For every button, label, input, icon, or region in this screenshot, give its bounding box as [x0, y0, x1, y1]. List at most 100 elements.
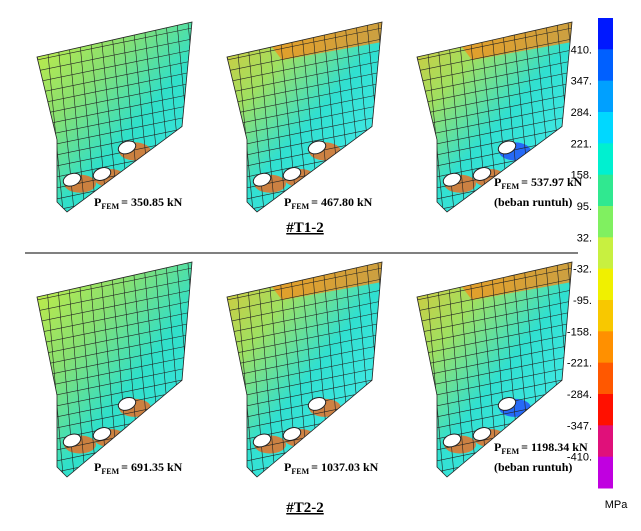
mesh-outline — [416, 261, 573, 478]
load-note: (beban runtuh) — [494, 195, 572, 209]
bolt-hole — [472, 167, 492, 181]
colorbar-label: -347. — [567, 420, 592, 432]
load-value: = 1198.34 kN — [521, 440, 588, 454]
load-subscript: FEM — [291, 467, 309, 476]
colorbar-segment — [598, 18, 613, 50]
load-note: (beban runtuh) — [494, 460, 572, 474]
bolt-hole — [117, 396, 137, 411]
colorbar-label: -284. — [567, 389, 592, 401]
mesh-line — [227, 49, 382, 86]
mesh-line — [37, 278, 192, 315]
load-subscript: FEM — [101, 467, 119, 476]
mesh-line — [37, 262, 43, 477]
stress-top — [272, 262, 382, 300]
load-symbol: P — [494, 440, 501, 454]
mesh-line — [37, 38, 192, 75]
mesh-line — [417, 311, 572, 348]
colorbar-segment — [598, 174, 613, 207]
mesh-outline — [226, 261, 383, 478]
mesh-line — [37, 267, 192, 304]
stress-top — [462, 22, 572, 60]
colorbar-segment — [598, 394, 613, 426]
fem-mesh — [37, 12, 218, 222]
colorbar-label: 158. — [571, 170, 592, 182]
mesh-line — [417, 289, 572, 326]
bolt-hole — [62, 433, 82, 448]
load-symbol: P — [94, 195, 101, 209]
mesh-line — [227, 38, 382, 75]
mesh-line — [417, 300, 572, 337]
bolt-hole — [497, 140, 517, 155]
mesh-line — [227, 311, 382, 348]
bolt-hole — [92, 427, 112, 441]
colorbar-segment — [598, 80, 613, 113]
load-label: PFEM = 691.35 kN — [94, 460, 183, 476]
mesh-line — [37, 322, 192, 359]
bolt-hole — [442, 172, 462, 187]
colorbar-segment — [598, 268, 613, 301]
mesh-line — [227, 322, 382, 359]
bolt-hole — [307, 396, 327, 411]
colorbar-segment — [598, 300, 613, 332]
group-title: #T1-2 — [286, 220, 324, 236]
mesh-line — [227, 22, 233, 212]
load-symbol: P — [94, 460, 101, 474]
stress-top — [462, 262, 572, 300]
mesh-line — [417, 71, 572, 108]
mesh-line — [37, 300, 192, 337]
mesh-line — [417, 60, 572, 97]
mesh-outline — [226, 21, 383, 213]
colorbar-segment — [598, 49, 613, 82]
bolt-hole — [62, 172, 82, 187]
mesh-line — [227, 267, 382, 304]
colorbar-label: -95. — [573, 295, 592, 307]
load-label: PFEM = 350.85 kN — [94, 195, 183, 211]
group-title: #T2-2 — [286, 500, 324, 516]
load-symbol: P — [284, 195, 291, 209]
mesh-line — [417, 27, 572, 64]
mesh-line — [417, 38, 572, 75]
mesh-line — [37, 289, 192, 326]
mesh-line — [227, 262, 233, 477]
colorbar-label: 284. — [571, 107, 592, 119]
mesh-line — [417, 322, 572, 359]
mesh-outline — [36, 261, 193, 478]
colorbar-label: -410. — [567, 452, 592, 464]
colorbar-segment — [598, 206, 613, 238]
mesh-line — [227, 278, 382, 315]
mesh-line — [227, 71, 382, 108]
mesh-line — [37, 49, 192, 86]
load-value: = 467.80 kN — [311, 195, 373, 209]
mesh-line — [417, 22, 434, 212]
load-symbol: P — [284, 460, 291, 474]
load-subscript: FEM — [291, 202, 309, 211]
load-label: PFEM = 1198.34 kN — [494, 440, 588, 456]
mesh-line — [388, 12, 408, 222]
mesh-line — [65, 262, 87, 477]
colorbar-unit: MPa — [605, 499, 629, 511]
mesh-line — [417, 262, 423, 477]
load-symbol: P — [494, 175, 501, 189]
mesh-line — [402, 215, 572, 250]
colorbar-label: 221. — [571, 138, 592, 150]
bolt-hole — [307, 140, 327, 155]
colorbar-segment — [598, 143, 613, 176]
mesh-line — [417, 278, 572, 315]
load-label: PFEM = 537.97 kN — [494, 175, 583, 191]
fem-mesh — [227, 262, 382, 477]
colorbar-segment — [598, 362, 613, 395]
load-label: PFEM = 467.80 kN — [284, 195, 373, 211]
mesh-line — [37, 22, 54, 212]
load-subscript: FEM — [501, 447, 519, 456]
mesh-line — [198, 252, 218, 487]
mesh-line — [37, 27, 192, 64]
mesh-line — [227, 300, 382, 337]
mesh-line — [198, 12, 218, 222]
colorbar-label: -158. — [567, 326, 592, 338]
mesh-line — [255, 262, 277, 477]
fem-mesh — [37, 252, 218, 487]
mesh-line — [445, 262, 467, 477]
bolt-hole — [252, 433, 272, 448]
bolt-hole — [282, 167, 302, 181]
mesh-line — [37, 22, 43, 212]
